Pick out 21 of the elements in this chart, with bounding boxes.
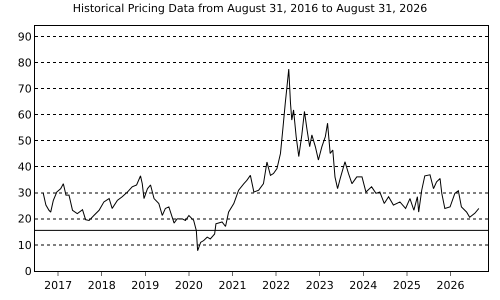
y-tick-label: 40 [18, 160, 32, 174]
y-tick-label: 30 [18, 186, 32, 200]
y-tick-label: 0 [24, 264, 32, 278]
x-tick-label: 2021 [218, 279, 247, 292]
y-tick-label: 60 [18, 108, 32, 122]
y-tick-label: 10 [18, 238, 32, 252]
y-tick-label: 90 [18, 30, 32, 44]
x-tick-label: 2018 [88, 279, 116, 292]
y-tick-label: 20 [18, 212, 32, 226]
x-tick-label: 2024 [349, 279, 378, 292]
x-tick-label: 2019 [131, 279, 160, 292]
y-tick-label: 70 [18, 82, 32, 96]
x-tick-label: 2026 [436, 279, 464, 292]
x-tick-label: 2017 [44, 279, 72, 292]
x-tick-label: 2023 [306, 279, 334, 292]
x-tick-label: 2025 [392, 279, 421, 292]
y-tick-label: 50 [18, 134, 32, 148]
x-tick-label: 2022 [262, 279, 290, 292]
y-tick-label: 80 [18, 56, 32, 70]
chart-title: Historical Pricing Data from August 31, 2016 to August 31, 2026 [72, 2, 428, 16]
x-tick-label: 2020 [174, 279, 203, 292]
